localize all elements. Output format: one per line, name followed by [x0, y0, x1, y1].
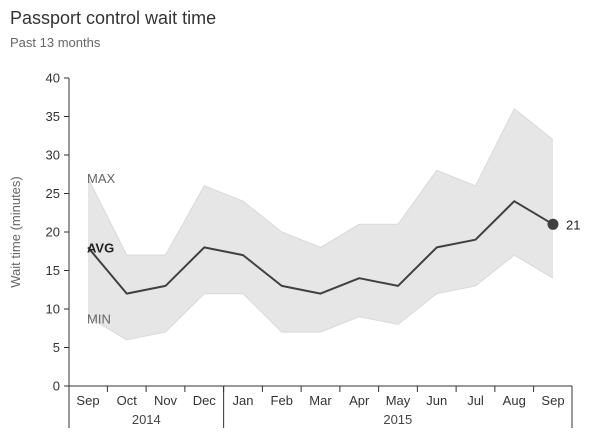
year-label: 2014	[132, 412, 161, 427]
y-tick-label: 15	[46, 263, 60, 278]
max-series-line	[87, 108, 554, 256]
x-tick-label: Feb	[271, 393, 293, 408]
x-tick-label: Sep	[76, 393, 99, 408]
y-tick-label: 5	[53, 340, 60, 355]
x-tick-label: Jul	[467, 393, 484, 408]
x-tick-label: Sep	[541, 393, 564, 408]
x-tick-label: Aug	[503, 393, 526, 408]
avg-end-point	[547, 218, 559, 230]
x-tick-label: Oct	[117, 393, 138, 408]
x-tick-label: May	[386, 393, 411, 408]
series-label-min: MIN	[87, 312, 111, 327]
x-tick-label: Apr	[349, 393, 370, 408]
year-label: 2015	[383, 412, 412, 427]
chart-subtitle: Past 13 months	[10, 35, 101, 50]
min-series-line	[87, 254, 554, 341]
y-tick-label: 0	[53, 379, 60, 394]
y-axis-label: Wait time (minutes)	[8, 176, 23, 287]
end-value-label: 21	[566, 217, 580, 232]
y-tick-label: 25	[46, 186, 60, 201]
series-label-avg: AVG	[87, 240, 114, 255]
x-tick-label: Jun	[426, 393, 447, 408]
y-tick-label: 30	[46, 148, 60, 163]
x-tick-label: Nov	[154, 393, 178, 408]
avg-series-line	[87, 200, 554, 295]
y-tick-label: 20	[46, 225, 60, 240]
y-tick-label: 10	[46, 302, 60, 317]
range-band-layer	[87, 108, 554, 341]
y-tick-label: 40	[46, 71, 60, 86]
x-tick-label: Dec	[193, 393, 217, 408]
x-tick-label: Mar	[309, 393, 332, 408]
y-tick-label: 35	[46, 109, 60, 124]
chart-title: Passport control wait time	[10, 8, 216, 28]
x-tick-label: Jan	[233, 393, 254, 408]
axes: 0 5 10 15 20 25 30 35 40 Sep Oct Nov Dec Jan Feb Mar Apr…	[46, 71, 573, 428]
series-label-max: MAX	[87, 171, 116, 186]
range-band	[88, 108, 553, 340]
avg-line-layer	[87, 200, 559, 295]
